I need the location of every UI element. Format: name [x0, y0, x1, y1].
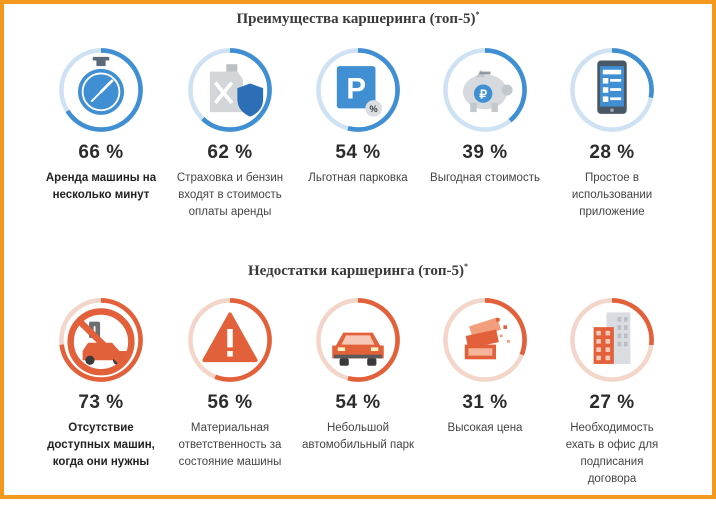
- drawback-gauge: [443, 298, 527, 382]
- value-label: 27 %: [589, 392, 635, 413]
- value-label: 54 %: [335, 392, 381, 413]
- category-label: Страховка и бензин входят в стоимость оп…: [176, 172, 284, 218]
- smartphone-app-icon: [597, 60, 627, 114]
- gauge-progress-arc: [316, 48, 400, 132]
- value-label: 66 %: [78, 142, 124, 163]
- gauge-progress-arc: [188, 298, 272, 382]
- value-label: 56 %: [207, 392, 253, 413]
- category-label: Выгодная стоимость: [430, 172, 540, 184]
- parking-icon: P %: [336, 66, 382, 117]
- category-label: Отсутствие доступных машин, когда они ну…: [47, 422, 155, 468]
- benefit-item: P % 54 % Льготная парковка: [293, 44, 423, 187]
- benefit-item: 28 % Простое в использовании приложение: [547, 44, 677, 221]
- gauge-progress-arc: [316, 298, 400, 382]
- orange-frame: [0, 0, 716, 499]
- category-label: Льготная парковка: [308, 172, 408, 184]
- drawback-gauge: [59, 298, 143, 382]
- benefit-item: 66 % Аренда машины на несколько минут: [36, 44, 166, 204]
- benefit-gauge: [188, 48, 272, 132]
- drawback-item: 27 % Необходимость ехать в офис для подпи…: [547, 294, 677, 488]
- drawback-gauge: [570, 298, 654, 382]
- benefit-gauge: [570, 48, 654, 132]
- stopwatch-icon: [78, 56, 124, 115]
- fuel-can-shield-icon: [209, 64, 264, 117]
- drawback-item: 54 % Небольшой автомобильный парк: [293, 294, 423, 454]
- benefit-item: ₽39 % Выгодная стоимость: [420, 44, 550, 187]
- category-label: Аренда машины на несколько минут: [45, 172, 157, 201]
- drawbacks-title: Недостатки каршеринга (топ-5)*: [247, 262, 468, 279]
- benefits-row: 66 % Аренда машины на несколько минут 62 …: [0, 44, 716, 274]
- car-icon: [332, 332, 384, 366]
- value-label: 54 %: [335, 142, 381, 163]
- gauge-progress-arc: [443, 298, 527, 382]
- category-label: Небольшой автомобильный парк: [301, 422, 415, 451]
- benefit-gauge: [59, 48, 143, 132]
- svg-text:₽: ₽: [479, 87, 487, 101]
- value-label: 39 %: [462, 142, 508, 163]
- value-label: 62 %: [207, 142, 253, 163]
- gauge-progress-arc: [570, 298, 654, 382]
- gauge-progress-arc: [59, 48, 143, 132]
- benefit-gauge: ₽: [443, 48, 527, 132]
- warning-icon: [202, 312, 258, 363]
- benefit-gauge: P %: [316, 48, 400, 132]
- value-label: 31 %: [462, 392, 508, 413]
- category-label: Материальная ответственность за состояни…: [178, 422, 282, 468]
- piggy-bank-icon: ₽: [462, 69, 513, 113]
- svg-text:%: %: [370, 104, 378, 114]
- value-label: 73 %: [78, 392, 124, 413]
- office-building-icon: [593, 312, 631, 364]
- gauge-progress-arc: [59, 298, 143, 382]
- drawback-gauge: [316, 298, 400, 382]
- category-label: Простое в использовании приложение: [571, 172, 653, 218]
- svg-text:P: P: [346, 72, 366, 105]
- benefits-title: Преимущества каршеринга (топ-5)*: [236, 10, 480, 27]
- drawback-item: 73 % Отсутствие доступных машин, когда он…: [36, 294, 166, 471]
- drawback-gauge: [188, 298, 272, 382]
- drawback-item: 31 % Высокая цена: [420, 294, 550, 437]
- drawbacks-row: 73 % Отсутствие доступных машин, когда он…: [0, 294, 716, 524]
- no-car-icon: [67, 308, 135, 376]
- value-label: 28 %: [589, 142, 635, 163]
- gauge-progress-arc: [188, 48, 272, 132]
- benefit-item: 62 % Страховка и бензин входят в стоимост…: [165, 44, 295, 221]
- category-label: Необходимость ехать в офис для подписани…: [565, 422, 659, 485]
- drawback-item: 56 % Материальная ответственность за сост…: [165, 294, 295, 471]
- banknotes-icon: [464, 317, 510, 360]
- gauge-progress-arc: [570, 48, 654, 132]
- category-label: Высокая цена: [447, 422, 523, 434]
- gauge-progress-arc: [443, 48, 527, 132]
